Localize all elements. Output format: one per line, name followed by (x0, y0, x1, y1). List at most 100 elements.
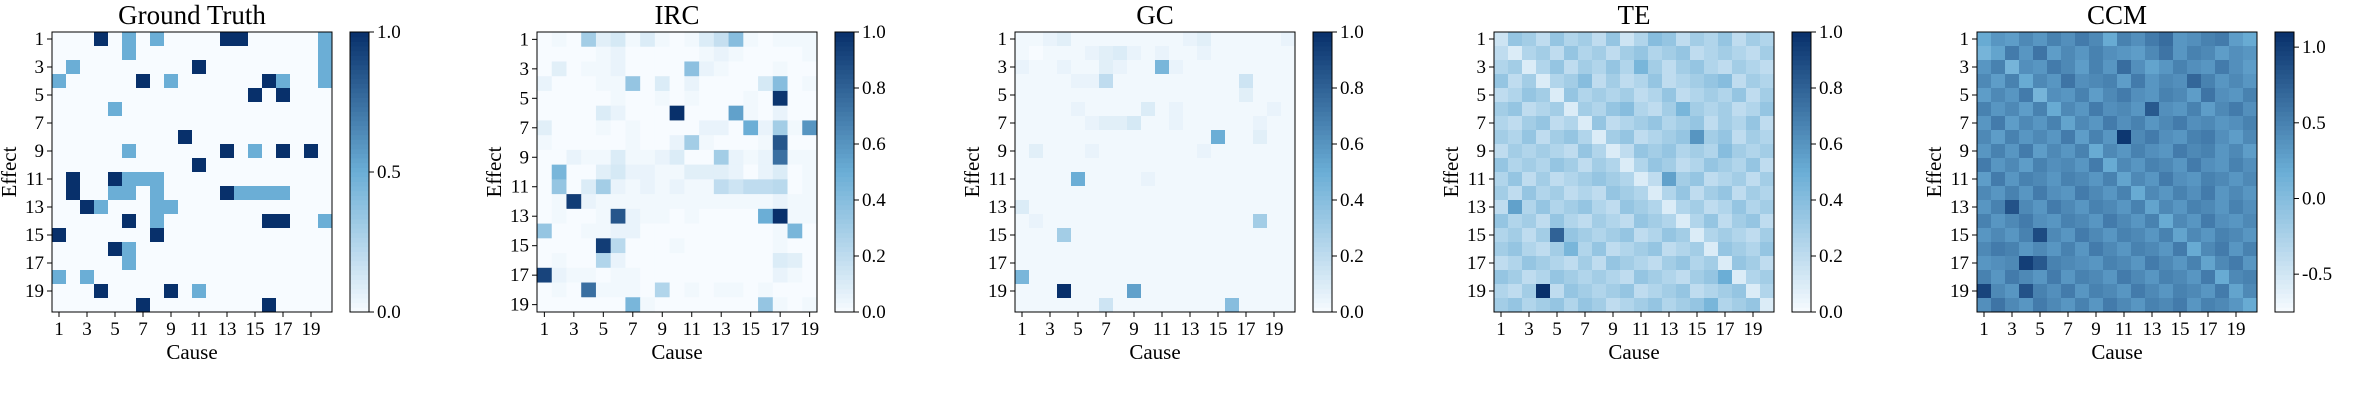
heatmap-cell (1522, 228, 1537, 243)
heatmap-cell (304, 172, 319, 187)
heatmap-cell (1718, 102, 1733, 117)
x-tick-label: 1 (1017, 319, 1027, 340)
heatmap-cell (150, 102, 165, 117)
heatmap-cell (2033, 186, 2048, 201)
colorbar-segment (2275, 148, 2294, 154)
heatmap-cell (1211, 144, 1226, 159)
heatmap-cell (1253, 284, 1268, 299)
heatmap-cell (1015, 46, 1030, 61)
colorbar-segment (350, 256, 369, 262)
heatmap-cell (1127, 116, 1142, 131)
heatmap-cell (566, 282, 582, 298)
heatmap-cell (1043, 88, 1058, 103)
heatmap-cell (1211, 284, 1226, 299)
heatmap-cell (80, 186, 95, 201)
heatmap-cell (1239, 270, 1254, 285)
heatmap-cell (1253, 116, 1268, 131)
heatmap-cell (150, 242, 165, 257)
heatmap-cell (2159, 158, 2174, 173)
heatmap-cell (1991, 270, 2006, 285)
colorbar-segment (1313, 130, 1332, 136)
heatmap-cell (610, 135, 626, 151)
heatmap-cell (192, 116, 207, 131)
panel-title: GC (1136, 0, 1174, 30)
heatmap-cell (1071, 158, 1086, 173)
heatmap-cell (1155, 256, 1170, 271)
heatmap-cell (1169, 228, 1184, 243)
heatmap-cell (2047, 228, 2062, 243)
heatmap-cell (1099, 144, 1114, 159)
heatmap-cell (304, 228, 319, 243)
heatmap-cell (1690, 256, 1705, 271)
heatmap-cell (178, 32, 193, 47)
heatmap-cell (2103, 256, 2118, 271)
heatmap-cell (684, 179, 700, 195)
heatmap-cell (1183, 144, 1198, 159)
heatmap-cell (1578, 130, 1593, 145)
colorbar-segment (2275, 181, 2294, 187)
heatmap-cell (234, 88, 249, 103)
panel-title: TE (1618, 0, 1651, 30)
heatmap-cell (1029, 46, 1044, 61)
x-axis-label: Cause (1129, 340, 1180, 364)
heatmap-cell (1057, 144, 1072, 159)
colorbar-segment (1792, 298, 1811, 304)
heatmap-cell (2145, 200, 2160, 215)
heatmap-cell (108, 256, 123, 271)
heatmap-cell (787, 76, 803, 92)
x-tick-label: 13 (712, 319, 731, 340)
heatmap-cell (1991, 214, 2006, 229)
heatmap-cell (581, 120, 597, 136)
heatmap-cell (94, 172, 109, 187)
colorbar-segment (835, 83, 854, 89)
heatmap-cell (276, 186, 291, 201)
heatmap-cell (1183, 88, 1198, 103)
heatmap-cell (1281, 200, 1296, 215)
heatmap-cell (52, 102, 67, 117)
colorbar-segment (835, 242, 854, 248)
heatmap-cell (1977, 116, 1992, 131)
colorbar-segment (1313, 97, 1332, 103)
heatmap-cell (290, 186, 305, 201)
colorbar-segment (835, 46, 854, 52)
colorbar-segment (350, 167, 369, 173)
colorbar-segment (1792, 158, 1811, 164)
heatmap-cell (276, 200, 291, 215)
x-tick-label: 1 (1979, 319, 1989, 340)
heatmap-cell (2145, 284, 2160, 299)
heatmap-cell (1085, 228, 1100, 243)
heatmap-cell (2145, 172, 2160, 187)
heatmap-cell (2229, 88, 2244, 103)
heatmap-cell (52, 284, 67, 299)
heatmap-cell (1043, 200, 1058, 215)
heatmap-cell (1211, 200, 1226, 215)
heatmap-cell (2243, 116, 2258, 131)
heatmap-cell (2229, 130, 2244, 145)
heatmap-cell (262, 228, 277, 243)
heatmap-cell (1281, 256, 1296, 271)
colorbar-frame (2274, 31, 2295, 313)
heatmap-cell (1253, 88, 1268, 103)
heatmap-cell (1267, 284, 1282, 299)
heatmap-cell (1141, 88, 1156, 103)
heatmap-cell (2215, 200, 2230, 215)
heatmap-cell (699, 164, 715, 180)
heatmap-cell (551, 76, 567, 92)
heatmap-cell (1977, 200, 1992, 215)
heatmap-cell (625, 46, 641, 62)
heatmap-cell (1592, 298, 1607, 313)
heatmap-cell (220, 242, 235, 257)
colorbar-segment (1792, 172, 1811, 178)
heatmap-cell (2201, 116, 2216, 131)
colorbar-segment (350, 153, 369, 159)
heatmap-cell (2061, 74, 2076, 89)
heatmap-cell (1281, 172, 1296, 187)
heatmap-cell (2159, 102, 2174, 117)
heatmap-cell (1704, 214, 1719, 229)
heatmap-cell (595, 135, 612, 151)
colorbar-segment (2275, 167, 2294, 173)
heatmap-cell (80, 284, 95, 299)
heatmap-cell (2215, 116, 2230, 131)
heatmap-cell (566, 61, 582, 77)
colorbar-segment (350, 195, 369, 201)
